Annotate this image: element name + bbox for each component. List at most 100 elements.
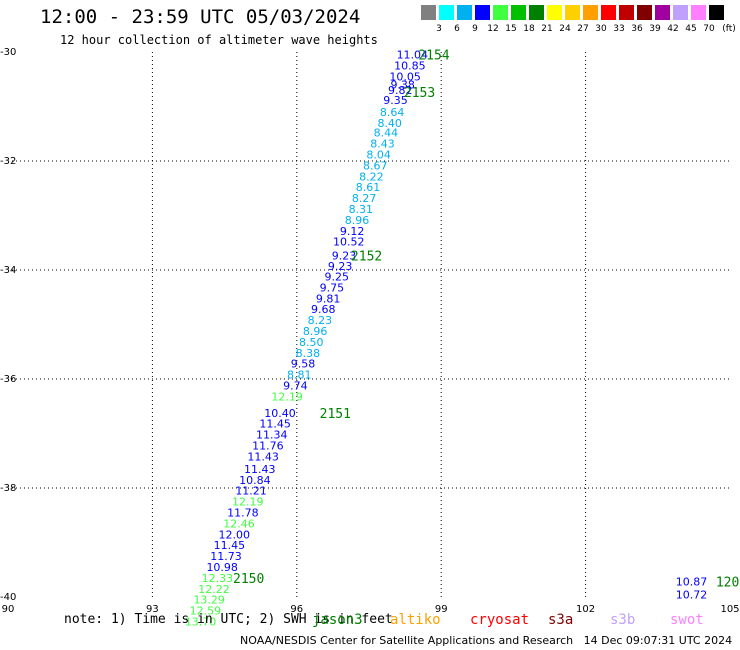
colorbar-swatch [619,5,634,20]
data-point: 10.84 [239,474,271,487]
x-tick-label: 99 [435,604,448,615]
x-tick-label: 96 [290,604,303,615]
footer-credit: NOAA/NESDIS Center for Satellite Applica… [240,634,733,647]
data-point: 10.85 [394,60,426,73]
chart-title: 12:00 - 23:59 UTC 05/03/2024 [40,6,361,28]
colorbar-label: 27 [577,24,589,34]
pass-time-annotation: 2153 [404,86,435,101]
pass-time-annotation: 2150 [233,572,264,587]
data-point: 11.43 [244,463,276,476]
data-point: 8.43 [370,138,395,151]
data-point: 11.34 [256,429,288,442]
data-point: 8.96 [303,325,328,338]
colorbar-swatch [547,5,562,20]
data-point: 8.31 [349,203,374,216]
x-tick-label: 105 [720,604,739,615]
x-tick-label: 102 [576,604,595,615]
data-point: 9.12 [340,225,365,238]
chart-subtitle: 12 hour collection of altimeter wave hei… [60,33,378,47]
data-point: 11.43 [247,450,279,463]
data-point: 12.59 [190,605,222,618]
data-point: 11.45 [259,418,291,431]
data-point: 11.78 [227,507,259,520]
data-point: 11.04 [397,49,429,62]
colorbar-label: 3 [436,24,442,34]
colorbar-swatch [601,5,616,20]
colorbar-label: 33 [613,24,625,34]
data-point: 13.70 [185,616,217,629]
data-point: 8.22 [359,170,384,183]
data-point: 12.22 [198,583,230,596]
colorbar-swatch [709,5,724,20]
y-tick-label: -32 [0,156,16,167]
satellite-legend-item: s3a [548,612,574,628]
data-point: 10.05 [389,71,421,84]
pass-time-annotation: 2152 [351,249,382,264]
data-point: 9.74 [283,380,308,393]
colorbar-label: 18 [523,24,535,34]
y-tick-label: -34 [0,265,16,276]
data-point: 8.81 [287,369,312,382]
colorbar-swatch [421,5,436,20]
colorbar-label: 15 [505,24,517,34]
data-point: 12.46 [223,517,255,530]
y-tick-label: -36 [0,374,16,385]
colorbar-label: 24 [559,24,571,34]
colorbar-label: 30 [595,24,607,34]
data-point: 9.82 [388,84,413,97]
colorbar-swatch [673,5,688,20]
data-point: 9.68 [311,303,336,316]
data-point: 10.40 [264,407,296,420]
colorbar-swatch [583,5,598,20]
data-point: 8.67 [363,159,388,172]
satellite-legend-item: jason3 [312,612,363,628]
y-tick-label: -38 [0,483,16,494]
pass-time-annotation: 2151 [320,407,351,422]
data-point: 9.38 [390,79,415,92]
x-tick-label: 90 [2,604,15,615]
satellite-legend-item: swot [670,612,704,628]
satellite-legend-item: s3b [610,612,636,628]
colorbar-label: 9 [472,24,478,34]
data-point: 10.87 [676,576,708,589]
colorbar-swatch [493,5,508,20]
data-point: 8.27 [352,192,377,205]
colorbar-swatch [655,5,670,20]
colorbar-swatch [439,5,454,20]
data-point: 9.23 [328,260,353,273]
data-point: 9.35 [383,94,408,107]
data-point: 12.19 [271,390,303,403]
data-point: 11.76 [252,439,284,452]
colorbar-label: 42 [667,24,679,34]
data-point: 8.61 [356,181,381,194]
data-point: 10.98 [206,561,238,574]
data-point: 8.23 [308,314,333,327]
x-tick-label: 93 [146,604,159,615]
data-point: 10.52 [333,236,365,249]
colorbar-label: 12 [487,24,499,34]
colorbar-swatch [529,5,544,20]
data-point: 8.50 [299,336,324,349]
colorbar-label: 70 [703,24,715,34]
data-point: 8.40 [377,117,402,130]
data-point: 11.21 [235,485,267,498]
data-point: 9.81 [316,292,341,305]
satellite-legend-item: altiko [390,612,441,628]
data-point: 9.25 [325,271,350,284]
data-point: 9.75 [320,281,345,294]
note-text: note: 1) Time is in UTC; 2) SWH is in fe… [64,612,393,627]
colorbar-label: 36 [631,24,643,34]
data-point: 8.38 [296,347,321,360]
colorbar-swatch [511,5,526,20]
data-point: 9.58 [291,358,316,371]
colorbar-label: 6 [454,24,460,34]
data-point: 8.04 [366,148,391,161]
data-point: 12.00 [218,528,250,541]
data-point: 9.23 [332,249,357,262]
satellite-legend-item: cryosat [470,612,530,628]
colorbar-label: 39 [649,24,661,34]
colorbar-swatch [457,5,472,20]
data-point: 10.72 [676,588,708,601]
colorbar-label: 21 [541,24,553,34]
